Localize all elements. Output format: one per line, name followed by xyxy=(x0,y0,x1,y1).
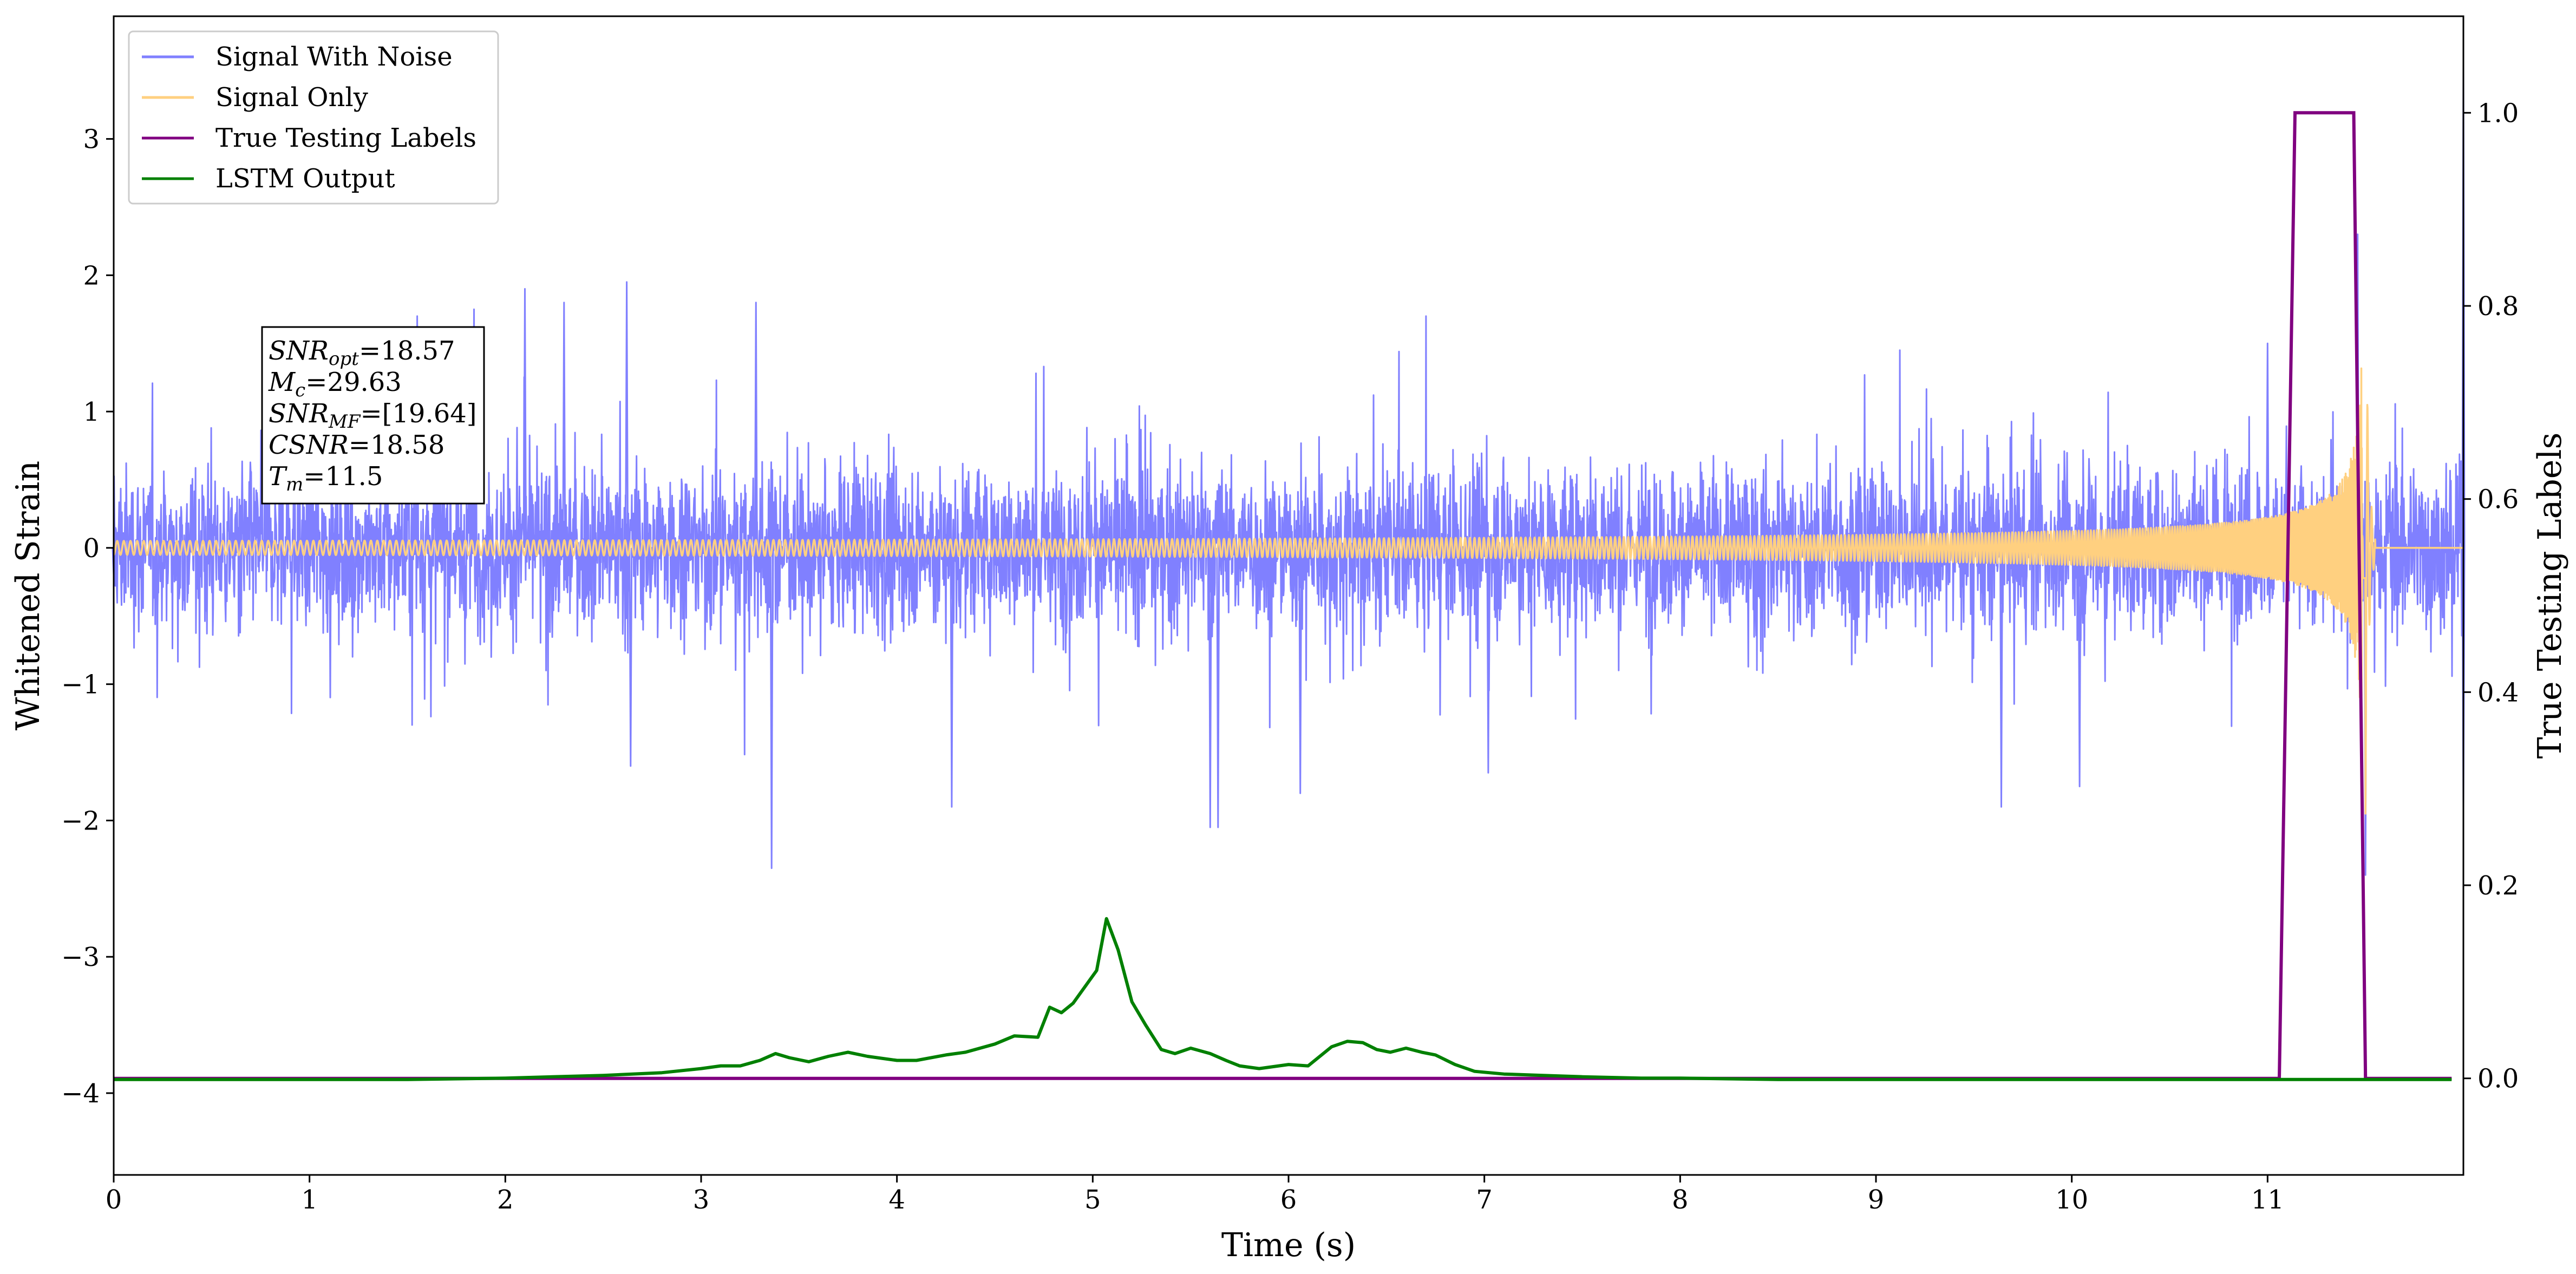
x-tick-label: 9 xyxy=(1868,1185,1885,1215)
y2-tick-label: 0.4 xyxy=(2477,677,2519,708)
x-tick-label: 5 xyxy=(1084,1185,1101,1215)
lstm-output-line xyxy=(114,917,2452,1081)
annotation-line: SNRMF=[19.64] xyxy=(269,398,477,433)
y-tick-label: −3 xyxy=(61,942,100,972)
legend-entry: Signal Only xyxy=(215,82,368,113)
signal-only-series xyxy=(113,367,2464,815)
x-tick-label: 1 xyxy=(301,1185,318,1215)
x-tick-label: 11 xyxy=(2251,1185,2284,1215)
legend-entry: True Testing Labels xyxy=(215,123,476,153)
y-tick-label: 1 xyxy=(83,397,100,427)
lstm-output-series xyxy=(114,917,2452,1081)
legend-entry: Signal With Noise xyxy=(215,42,453,72)
x-tick-label: 3 xyxy=(693,1185,710,1215)
y-tick-label: −1 xyxy=(61,670,100,700)
y-tick-label: 3 xyxy=(83,125,100,155)
y-tick-label: −2 xyxy=(61,806,100,836)
x-tick-label: 0 xyxy=(106,1185,122,1215)
signal-with-noise-series xyxy=(112,63,2466,876)
x-tick-label: 4 xyxy=(888,1185,905,1215)
x-tick-label: 6 xyxy=(1280,1185,1297,1215)
x-tick-label: 7 xyxy=(1476,1185,1493,1215)
annotation-line: SNRopt=18.57 xyxy=(269,336,455,370)
y-tick-label: −4 xyxy=(61,1079,100,1109)
y-axis-label: Whitened Strain xyxy=(9,461,47,730)
y2-tick-label: 0.8 xyxy=(2477,291,2519,322)
x-tick-label: 10 xyxy=(2055,1185,2088,1215)
plot-area xyxy=(112,63,2466,1081)
annotation-frame xyxy=(261,326,485,505)
y-tick-label: 2 xyxy=(83,260,100,291)
legend: Signal With Noise Signal Only True Testing… xyxy=(128,30,499,205)
y2-tick-label: 1.0 xyxy=(2477,98,2519,128)
legend-box xyxy=(128,30,499,205)
y2-axis-label: True Testing Labels xyxy=(2531,433,2569,759)
y2-tick-label: 0.6 xyxy=(2477,485,2519,515)
x-axis-label: Time (s) xyxy=(1221,1226,1356,1264)
annotation-line: Mc=29.63 xyxy=(268,367,402,401)
y2-tick-label: 0.2 xyxy=(2477,871,2519,901)
y2-tick-label: 0.0 xyxy=(2477,1064,2519,1094)
x-tick-label: 8 xyxy=(1672,1185,1689,1215)
x-axis-ticks: 0 1 2 3 4 5 6 7 8 9 10 11 xyxy=(106,1175,2284,1215)
annotation-box: SNRopt=18.57Mc=29.63SNRMF=[19.64]CSNR=18… xyxy=(261,326,485,505)
signal-with-noise-line xyxy=(112,63,2466,876)
x-tick-label: 2 xyxy=(497,1185,514,1215)
y-tick-label: 0 xyxy=(83,533,100,564)
y2-axis-ticks: 0.0 0.2 0.4 0.6 0.8 1.0 xyxy=(2463,98,2519,1094)
legend-entry: LSTM Output xyxy=(215,164,395,194)
signal-only-line xyxy=(113,367,2464,815)
annotation-line: Tm=11.5 xyxy=(269,461,383,495)
y-axis-ticks: −4 −3 −2 −1 0 1 2 3 xyxy=(61,125,114,1109)
annotation-line: CSNR=18.58 xyxy=(269,430,444,460)
